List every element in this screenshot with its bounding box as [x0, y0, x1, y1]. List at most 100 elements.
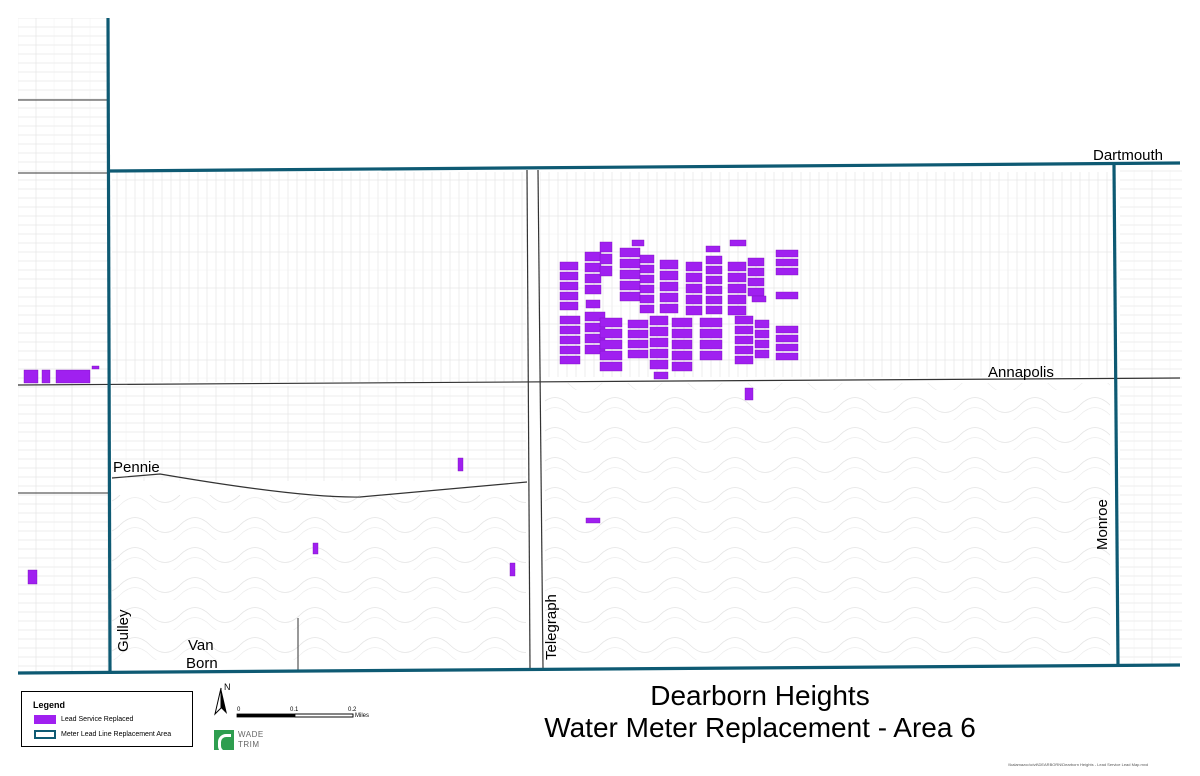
- map-subtitle: Water Meter Replacement - Area 6: [544, 712, 976, 743]
- lead-service-parcel: [685, 294, 703, 305]
- lead-service-parcel: [639, 274, 655, 284]
- lead-service-parcel: [754, 329, 770, 339]
- lead-service-parcel: [649, 348, 669, 359]
- logo-text-line1: WADE: [238, 730, 264, 739]
- north-label: N: [224, 682, 231, 692]
- lead-service-parcel: [705, 265, 723, 275]
- lead-service-parcel: [744, 387, 754, 401]
- lead-service-parcel: [659, 270, 679, 281]
- lead-service-parcel: [775, 343, 799, 352]
- lead-service-parcel: [559, 271, 579, 281]
- lead-service-parcel: [685, 305, 703, 316]
- legend-item-lead-service: Lead Service Replaced: [34, 715, 133, 724]
- lead-service-parcel: [619, 258, 641, 269]
- road-label-born: Born: [186, 655, 218, 672]
- road-label-dartmouth: Dartmouth: [1093, 147, 1163, 164]
- lead-service-parcel: [705, 305, 723, 315]
- lead-service-parcel: [775, 291, 799, 300]
- lead-service-parcel: [705, 295, 723, 305]
- lead-service-parcel: [734, 335, 754, 345]
- lead-service-parcel: [584, 311, 606, 322]
- lead-service-parcel: [754, 319, 770, 329]
- road-label-monroe: Monroe: [1094, 499, 1111, 550]
- lead-service-parcel: [649, 315, 669, 326]
- lead-service-parcel: [584, 322, 606, 333]
- lead-service-parcel: [627, 349, 649, 359]
- lead-service-parcel: [775, 325, 799, 334]
- lead-service-parcel: [559, 291, 579, 301]
- lead-service-parcel: [659, 292, 679, 303]
- lead-service-parcel: [699, 328, 723, 339]
- map-title: Dearborn Heights: [650, 680, 870, 711]
- legend: Legend Lead Service Replaced Meter Lead …: [21, 691, 193, 747]
- replacement-area-boundary: [17, 17, 1181, 675]
- lead-service-parcel: [599, 361, 623, 372]
- road-layer: [17, 99, 1181, 670]
- lead-service-parcel: [685, 272, 703, 283]
- lead-service-parcel: [747, 287, 765, 297]
- lead-service-parcel: [775, 258, 799, 267]
- lead-service-parcel: [639, 304, 655, 314]
- lead-service-parcel: [559, 325, 581, 335]
- road-label-van: Van: [188, 637, 214, 654]
- lead-service-parcel: [659, 281, 679, 292]
- map-canvas: Dartmouth Annapolis Pennie Monroe Telegr…: [17, 17, 1182, 675]
- parcel-layer: [18, 18, 1182, 673]
- pennie-road: [111, 473, 528, 498]
- lead-service-parcel: [619, 269, 641, 280]
- lead-service-parcel: [705, 285, 723, 295]
- lead-service-parcel: [312, 542, 319, 555]
- lead-service-parcel: [559, 345, 581, 355]
- legend-item-label: Meter Lead Line Replacement Area: [61, 731, 172, 738]
- lead-service-parcel: [727, 305, 747, 316]
- lead-service-parcel: [599, 253, 613, 265]
- lead-service-parcel: [727, 261, 747, 272]
- lead-service-parcel: [747, 257, 765, 267]
- lead-service-parcel: [727, 294, 747, 305]
- lead-service-layer: [23, 239, 799, 585]
- lead-service-parcel: [671, 350, 693, 361]
- lead-service-parcel: [599, 350, 623, 361]
- lead-service-parcel: [659, 303, 679, 314]
- lead-service-parcel: [509, 562, 516, 577]
- lead-service-parcel: [734, 325, 754, 335]
- lead-service-parcel: [754, 349, 770, 359]
- lead-service-parcel: [619, 291, 641, 302]
- lead-service-parcel: [705, 255, 723, 265]
- lead-service-parcel: [747, 277, 765, 287]
- telegraph-road-east: [537, 169, 544, 669]
- lead-service-parcel: [699, 317, 723, 328]
- lead-service-parcel: [659, 259, 679, 270]
- legend-item-replacement-area: Meter Lead Line Replacement Area: [34, 730, 171, 739]
- lead-service-parcel: [705, 275, 723, 285]
- lead-service-parcel: [55, 369, 91, 384]
- lead-service-parcel: [727, 272, 747, 283]
- lead-service-parcel: [751, 295, 767, 303]
- lead-service-parcel: [584, 333, 606, 344]
- lead-service-parcel: [619, 247, 641, 258]
- annapolis-road: [17, 377, 1181, 386]
- lead-service-parcel: [585, 299, 601, 309]
- lead-service-parcel: [599, 317, 623, 328]
- scale-unit: Miles: [355, 713, 369, 719]
- logo-text-line2: TRIM: [238, 740, 260, 749]
- lead-service-parcel: [639, 264, 655, 274]
- lead-service-parcel: [729, 239, 747, 247]
- lead-service-parcel: [627, 329, 649, 339]
- road-label-pennie: Pennie: [113, 459, 160, 476]
- lead-service-parcel: [649, 326, 669, 337]
- lead-service-parcel: [584, 344, 606, 355]
- lead-service-parcel: [734, 345, 754, 355]
- lead-service-swatch: [34, 715, 56, 724]
- lead-service-parcel: [584, 262, 602, 273]
- legend-title: Legend: [33, 700, 66, 710]
- logo-mark-icon: [214, 730, 234, 754]
- lead-service-parcel: [457, 457, 464, 472]
- lead-service-parcel: [705, 245, 721, 253]
- scale-tick-0: 0: [237, 707, 241, 713]
- lead-service-parcel: [754, 339, 770, 349]
- lead-service-parcel: [649, 359, 669, 370]
- lead-service-parcel: [599, 328, 623, 339]
- lead-service-parcel: [584, 284, 602, 295]
- lead-service-parcel: [671, 328, 693, 339]
